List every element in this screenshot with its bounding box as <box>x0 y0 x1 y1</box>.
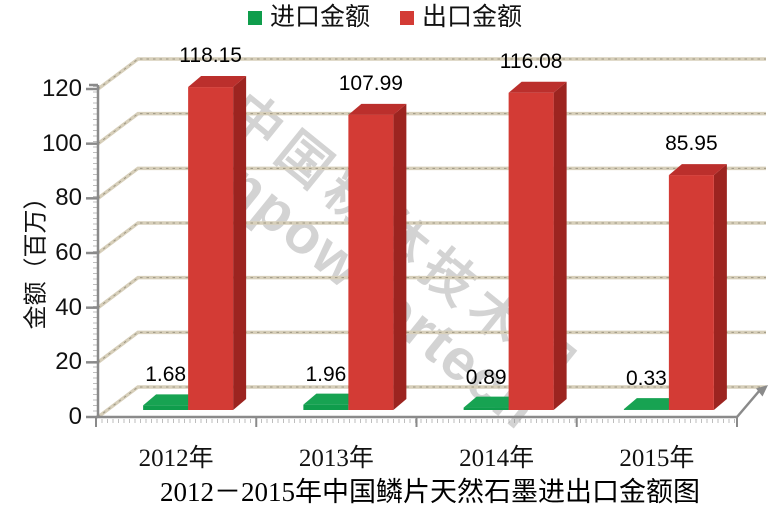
bar-import-front <box>463 407 509 410</box>
bar-export-side <box>553 81 567 411</box>
bar-export-front <box>348 114 394 410</box>
bar-import-top <box>143 394 202 406</box>
bar-import-front <box>303 404 349 410</box>
bar-import-top <box>303 393 362 405</box>
bar-export-front <box>668 175 714 410</box>
bar-export-top <box>348 103 407 115</box>
bar-import-top <box>623 398 682 410</box>
chart-title: 2012－2015年中国鳞片天然石墨进出口金额图 <box>160 477 700 507</box>
depth-edge-arrowhead <box>756 385 768 397</box>
floor-depth-edge <box>736 389 761 418</box>
bar-export-side <box>233 76 247 410</box>
bar-export-top <box>188 76 247 88</box>
legend-label-import: 进口金额 <box>269 3 370 31</box>
bar-import-front <box>143 405 189 410</box>
legend-item-import: 进口金额 <box>247 3 370 31</box>
chart-legend: 进口金额 出口金额 <box>0 5 770 30</box>
bar-export-top <box>508 81 567 93</box>
bar-import-top <box>463 396 522 408</box>
bar-export-top <box>668 164 727 176</box>
bar-export-front <box>508 92 554 411</box>
legend-swatch-export <box>400 10 414 25</box>
bar-export-front <box>188 87 234 410</box>
bar-export-side <box>393 103 407 410</box>
bar-import-front <box>623 409 669 410</box>
legend-label-export: 出口金额 <box>422 3 523 31</box>
legend-swatch-import <box>247 10 262 25</box>
gridline-dashes <box>97 58 766 90</box>
bar-export-side <box>713 164 727 410</box>
legend-item-export: 出口金额 <box>400 5 522 30</box>
y-axis-title: 金额（百万） <box>22 185 50 330</box>
